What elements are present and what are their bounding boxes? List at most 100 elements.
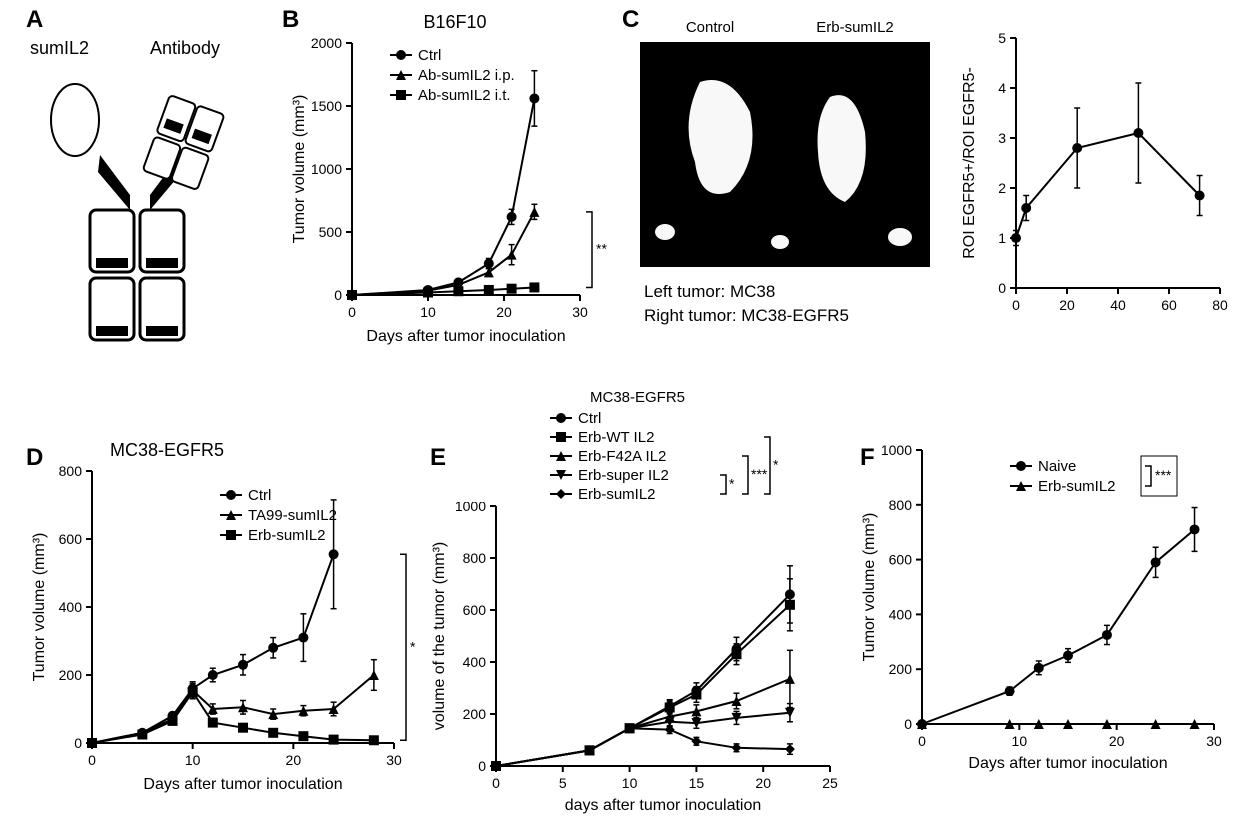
svg-text:0: 0: [492, 775, 500, 791]
svg-text:10: 10: [1012, 733, 1028, 749]
panel-e: MC38-EGFR5 Ctrl Erb-WT IL2 Erb-F42A IL2 Erb-…: [430, 392, 850, 822]
svg-text:Tumor volume (mm³): Tumor volume (mm³): [861, 513, 878, 662]
svg-text:Erb-F42A IL2: Erb-F42A IL2: [578, 448, 666, 465]
svg-text:0: 0: [998, 280, 1006, 296]
c-hdr-left: Control: [686, 19, 734, 36]
svg-text:600: 600: [463, 602, 487, 618]
svg-text:80: 80: [1212, 297, 1228, 313]
svg-text:**: **: [596, 241, 607, 257]
svg-text:Erb-sumIL2: Erb-sumIL2: [1038, 478, 1116, 495]
svg-text:200: 200: [889, 661, 913, 677]
svg-text:3: 3: [998, 130, 1006, 146]
svg-text:***: ***: [751, 466, 768, 482]
svg-text:Ab-sumIL2 i.t.: Ab-sumIL2 i.t.: [418, 87, 511, 104]
svg-text:*: *: [410, 638, 416, 654]
svg-text:0: 0: [348, 304, 356, 320]
b-title: B16F10: [290, 12, 620, 33]
svg-text:10: 10: [185, 752, 201, 768]
svg-text:800: 800: [889, 497, 913, 513]
svg-text:Ctrl: Ctrl: [248, 487, 271, 504]
f-chart: 0 10 20 30 0 200 400 600 800 1000 Days after tumor…: [860, 440, 1230, 780]
svg-text:500: 500: [319, 224, 343, 240]
c-hdr-right: Erb-sumIL2: [816, 19, 894, 36]
svg-text:60: 60: [1161, 297, 1177, 313]
svg-text:MC38-EGFR5: MC38-EGFR5: [590, 392, 685, 406]
svg-text:20: 20: [1109, 733, 1125, 749]
svg-text:Days after tumor inoculation: Days after tumor inoculation: [143, 776, 342, 793]
svg-text:Ab-sumIL2 i.p.: Ab-sumIL2 i.p.: [418, 67, 515, 84]
svg-text:30: 30: [386, 752, 402, 768]
svg-text:Ctrl: Ctrl: [578, 410, 601, 427]
svg-text:0: 0: [334, 287, 342, 303]
c-cap2: Right tumor: MC38-EGFR5: [644, 306, 849, 326]
svg-text:2: 2: [998, 180, 1006, 196]
svg-text:Erb-sumIL2: Erb-sumIL2: [248, 527, 326, 544]
panel-label-c: C: [622, 6, 639, 34]
panel-a-diagram: [20, 60, 260, 360]
svg-text:1: 1: [998, 230, 1006, 246]
svg-text:800: 800: [463, 550, 487, 566]
svg-text:20: 20: [1059, 297, 1075, 313]
panel-label-a: A: [26, 6, 43, 34]
svg-text:Days after tumor inoculation: Days after tumor inoculation: [366, 328, 565, 345]
svg-text:5: 5: [559, 775, 567, 791]
svg-text:20: 20: [755, 775, 771, 791]
svg-text:5: 5: [998, 30, 1006, 46]
svg-text:1000: 1000: [455, 502, 486, 514]
svg-text:0: 0: [1012, 297, 1020, 313]
c-header: Control Erb-sumIL2: [640, 12, 960, 42]
svg-text:Naive: Naive: [1038, 458, 1076, 475]
svg-text:10: 10: [420, 304, 436, 320]
svg-text:20: 20: [286, 752, 302, 768]
svg-text:TA99-sumIL2: TA99-sumIL2: [248, 507, 337, 524]
svg-text:ROI EGFR5+/ROI EGFR5-: ROI EGFR5+/ROI EGFR5-: [961, 67, 978, 259]
svg-text:15: 15: [689, 775, 705, 791]
svg-text:Erb-sumIL2: Erb-sumIL2: [578, 486, 656, 502]
svg-text:30: 30: [1206, 733, 1222, 749]
svg-text:1000: 1000: [881, 442, 912, 458]
a-label-right: Antibody: [150, 38, 220, 59]
panel-c: Control Erb-sumIL2 Left tumor: MC38 Righ…: [640, 12, 960, 272]
svg-text:***: ***: [1155, 467, 1172, 483]
svg-text:200: 200: [463, 706, 487, 722]
svg-text:Ctrl: Ctrl: [418, 47, 441, 64]
svg-text:Tumor volume (mm³): Tumor volume (mm³): [291, 95, 308, 244]
svg-text:400: 400: [889, 606, 913, 622]
svg-text:600: 600: [889, 552, 913, 568]
svg-text:0: 0: [918, 733, 926, 749]
svg-text:*: *: [773, 457, 779, 473]
svg-text:400: 400: [463, 654, 487, 670]
svg-text:4: 4: [998, 80, 1006, 96]
svg-text:0: 0: [88, 752, 96, 768]
svg-text:400: 400: [59, 599, 83, 615]
svg-text:0: 0: [904, 716, 912, 732]
svg-text:Tumor volume (mm³): Tumor volume (mm³): [31, 533, 48, 682]
c-cap1: Left tumor: MC38: [644, 282, 775, 302]
svg-text:Erb-super IL2: Erb-super IL2: [578, 467, 669, 484]
svg-text:*: *: [729, 476, 735, 492]
svg-text:1500: 1500: [311, 98, 342, 114]
svg-text:800: 800: [59, 463, 83, 479]
svg-text:25: 25: [822, 775, 838, 791]
c-image: [640, 42, 940, 272]
svg-text:10: 10: [622, 775, 638, 791]
d-title: MC38-EGFR5: [30, 440, 430, 461]
svg-text:volume of the tumor (mm³): volume of the tumor (mm³): [431, 542, 448, 730]
svg-text:30: 30: [572, 304, 588, 320]
svg-text:Days after tumor inoculation: Days after tumor inoculation: [968, 755, 1167, 772]
svg-text:40: 40: [1110, 297, 1126, 313]
b-chart: 0 10 20 30 0 500 1000 1500 2000 Days after tumor …: [290, 33, 620, 353]
a-label-left: sumIL2: [30, 38, 89, 59]
svg-text:200: 200: [59, 667, 83, 683]
e-legend-top: MC38-EGFR5 Ctrl Erb-WT IL2 Erb-F42A IL2 Erb-…: [430, 392, 850, 502]
svg-text:Erb-WT IL2: Erb-WT IL2: [578, 429, 654, 446]
antibody-schematic: [20, 60, 260, 360]
svg-text:20: 20: [496, 304, 512, 320]
svg-text:0: 0: [74, 735, 82, 751]
svg-text:2000: 2000: [311, 35, 342, 51]
svg-text:days after tumor inoculation: days after tumor inoculation: [565, 797, 762, 814]
c-chart: 0 20 40 60 80 0 1 2 3 4 5 ROI EGFR5+/ROI EGFR5-: [960, 28, 1230, 328]
svg-text:1000: 1000: [311, 161, 342, 177]
svg-text:600: 600: [59, 531, 83, 547]
svg-text:0: 0: [478, 758, 486, 774]
